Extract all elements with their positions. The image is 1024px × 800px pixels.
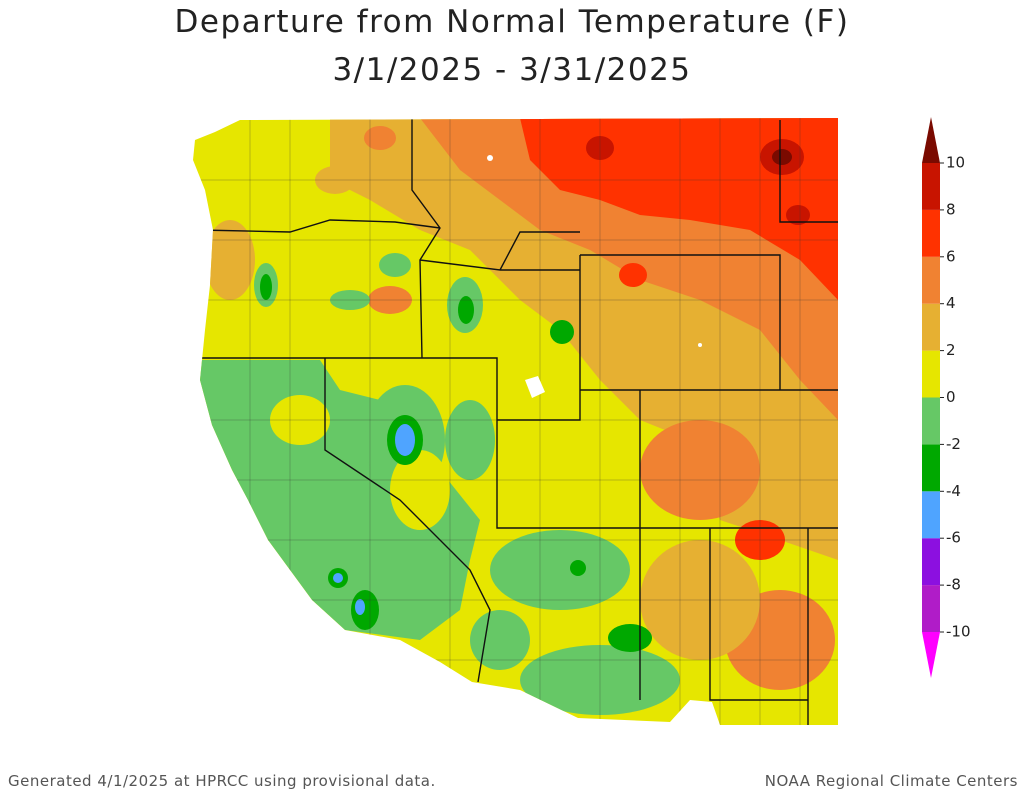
footer-left: Generated 4/1/2025 at HPRCC using provis… xyxy=(8,772,436,790)
footer-right: NOAA Regional Climate Centers xyxy=(765,772,1018,790)
tick-label: -6 xyxy=(946,529,961,547)
title-line: 3/1/2025 - 3/31/2025 xyxy=(332,52,691,88)
color-band xyxy=(922,163,940,210)
tick-label: -10 xyxy=(946,623,971,641)
color-band xyxy=(922,585,940,632)
under-triangle xyxy=(922,632,940,678)
tick-label: -2 xyxy=(946,435,961,453)
tick-label: 2 xyxy=(946,341,956,359)
tick-label: -4 xyxy=(946,482,961,500)
tick-label: 10 xyxy=(946,154,965,172)
over-triangle xyxy=(922,117,940,163)
color-band xyxy=(922,538,940,586)
tick-label: 6 xyxy=(946,247,956,265)
color-band xyxy=(922,209,940,257)
color-bar: -10 -8 -6 -4 -2 0 2 4 6 8 10 xyxy=(922,117,971,678)
color-band xyxy=(922,256,940,304)
tick-label: 8 xyxy=(946,200,956,218)
temperature-map xyxy=(193,118,838,725)
tick-label: 0 xyxy=(946,388,956,406)
color-band xyxy=(922,303,940,351)
title-line: Departure from Normal Temperature (F) xyxy=(175,4,850,40)
tick-label: 4 xyxy=(946,294,956,312)
color-band xyxy=(922,397,940,445)
color-band xyxy=(922,444,940,492)
color-band xyxy=(922,491,940,539)
tick-label: -8 xyxy=(946,576,961,594)
color-band xyxy=(922,350,940,398)
